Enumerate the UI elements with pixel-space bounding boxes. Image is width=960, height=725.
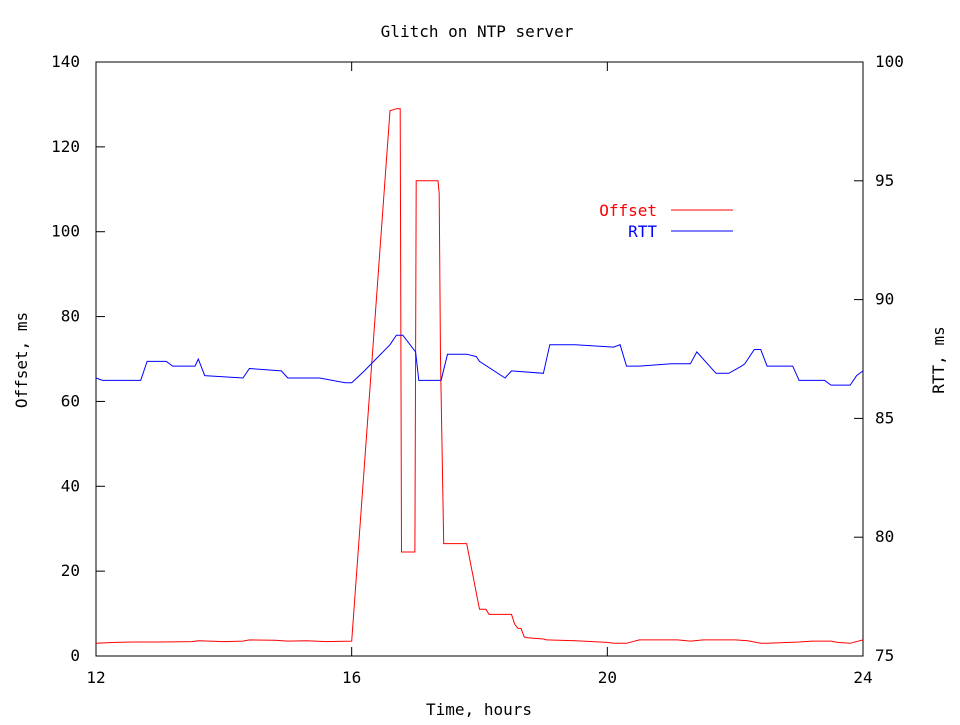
- x-axis-label: Time, hours: [426, 700, 532, 719]
- y-right-tick-label: 75: [875, 646, 894, 665]
- left-axis-label: Offset, ms: [12, 312, 31, 408]
- right-axis-label: RTT, ms: [929, 326, 948, 393]
- y-left-tick-label: 60: [61, 391, 80, 410]
- x-tick-label: 12: [86, 668, 105, 687]
- plot-frame: [95, 61, 864, 657]
- x-tick-label: 20: [598, 668, 617, 687]
- x-tick-label: 24: [853, 668, 872, 687]
- y-left-tick-label: 20: [61, 561, 80, 580]
- y-left-tick-label: 100: [51, 222, 80, 241]
- series-line-rtt: [95, 334, 864, 386]
- legend-label-offset: Offset: [599, 201, 657, 220]
- y-right-tick-label: 90: [875, 290, 894, 309]
- y-right-tick-label: 80: [875, 527, 894, 546]
- bottom-axis: 12 16 20 24: [86, 62, 873, 687]
- series-line-offset: [95, 108, 864, 644]
- y-right-tick-label: 85: [875, 408, 894, 427]
- right-axis: 75 80 85 90 95 100: [854, 52, 904, 665]
- y-right-tick-label: 95: [875, 171, 894, 190]
- y-right-tick-label: 100: [875, 52, 904, 71]
- y-left-tick-label: 120: [51, 137, 80, 156]
- y-left-tick-label: 40: [61, 476, 80, 495]
- legend: Offset RTT: [599, 201, 733, 241]
- legend-label-rtt: RTT: [628, 222, 657, 241]
- left-axis: 0 20 40 60 80 100 120 140: [51, 52, 105, 665]
- y-left-tick-label: 80: [61, 307, 80, 326]
- chart-title: Glitch on NTP server: [381, 22, 574, 41]
- y-left-tick-label: 0: [70, 646, 80, 665]
- x-tick-label: 16: [342, 668, 361, 687]
- series-layer: [95, 108, 864, 644]
- y-left-tick-label: 140: [51, 52, 80, 71]
